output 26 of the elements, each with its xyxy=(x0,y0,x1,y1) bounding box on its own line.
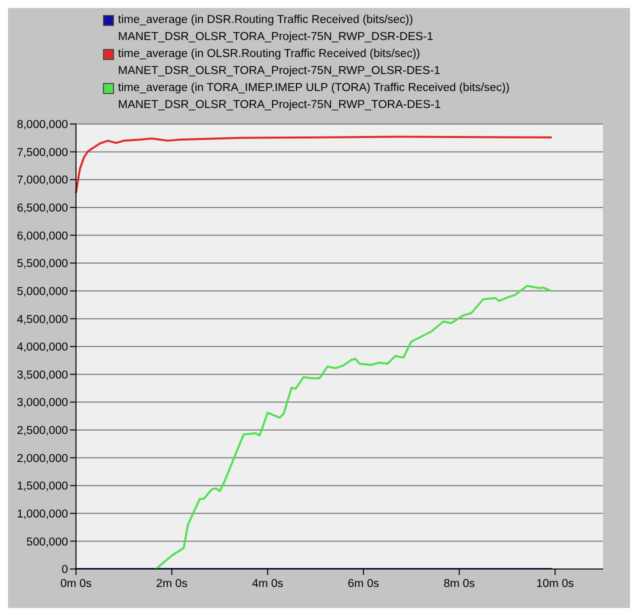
y-tick-label: 1,500,000 xyxy=(16,480,68,493)
y-tick-label: 2,000,000 xyxy=(16,452,68,465)
x-tick-label: 6m 0s xyxy=(348,578,380,590)
x-tick-label: 2m 0s xyxy=(156,578,188,590)
y-tick-label: 1,000,000 xyxy=(16,508,68,520)
y-tick-label: 3,000,000 xyxy=(16,397,68,410)
x-tick-label: 8m 0s xyxy=(444,578,476,590)
y-tick-label: 5,500,000 xyxy=(16,258,68,270)
y-tick-label: 7,000,000 xyxy=(16,174,68,187)
y-tick-label: 3,500,000 xyxy=(16,369,68,382)
y-tick-label: 500,000 xyxy=(26,536,68,548)
x-tick-label: 0m 0s xyxy=(60,578,92,590)
x-tick-label: 4m 0s xyxy=(252,578,284,590)
y-tick-label: 7,500,000 xyxy=(16,146,68,159)
y-tick-label: 0 xyxy=(62,564,68,576)
line-series xyxy=(75,136,552,194)
line-series xyxy=(154,284,552,569)
x-tick-label: 10m 0s xyxy=(536,578,574,590)
y-tick-label: 2,500,000 xyxy=(16,425,68,438)
y-tick-label: 5,000,000 xyxy=(16,286,68,298)
y-tick-label: 4,000,000 xyxy=(16,342,68,354)
y-tick-label: 8,000,000 xyxy=(16,119,68,132)
y-tick-label: 4,500,000 xyxy=(16,314,68,326)
legend-label: time_average (in TORA_IMEP.IMEP ULP (TORA) Traffic Received (bits/sec)) MANET_DSR_OLSR_TORA_Project-75N_RWP_TORA-DES-1 xyxy=(118,81,510,113)
y-tick-label: 6,500,000 xyxy=(16,202,68,215)
y-tick-label: 6,000,000 xyxy=(16,230,68,242)
